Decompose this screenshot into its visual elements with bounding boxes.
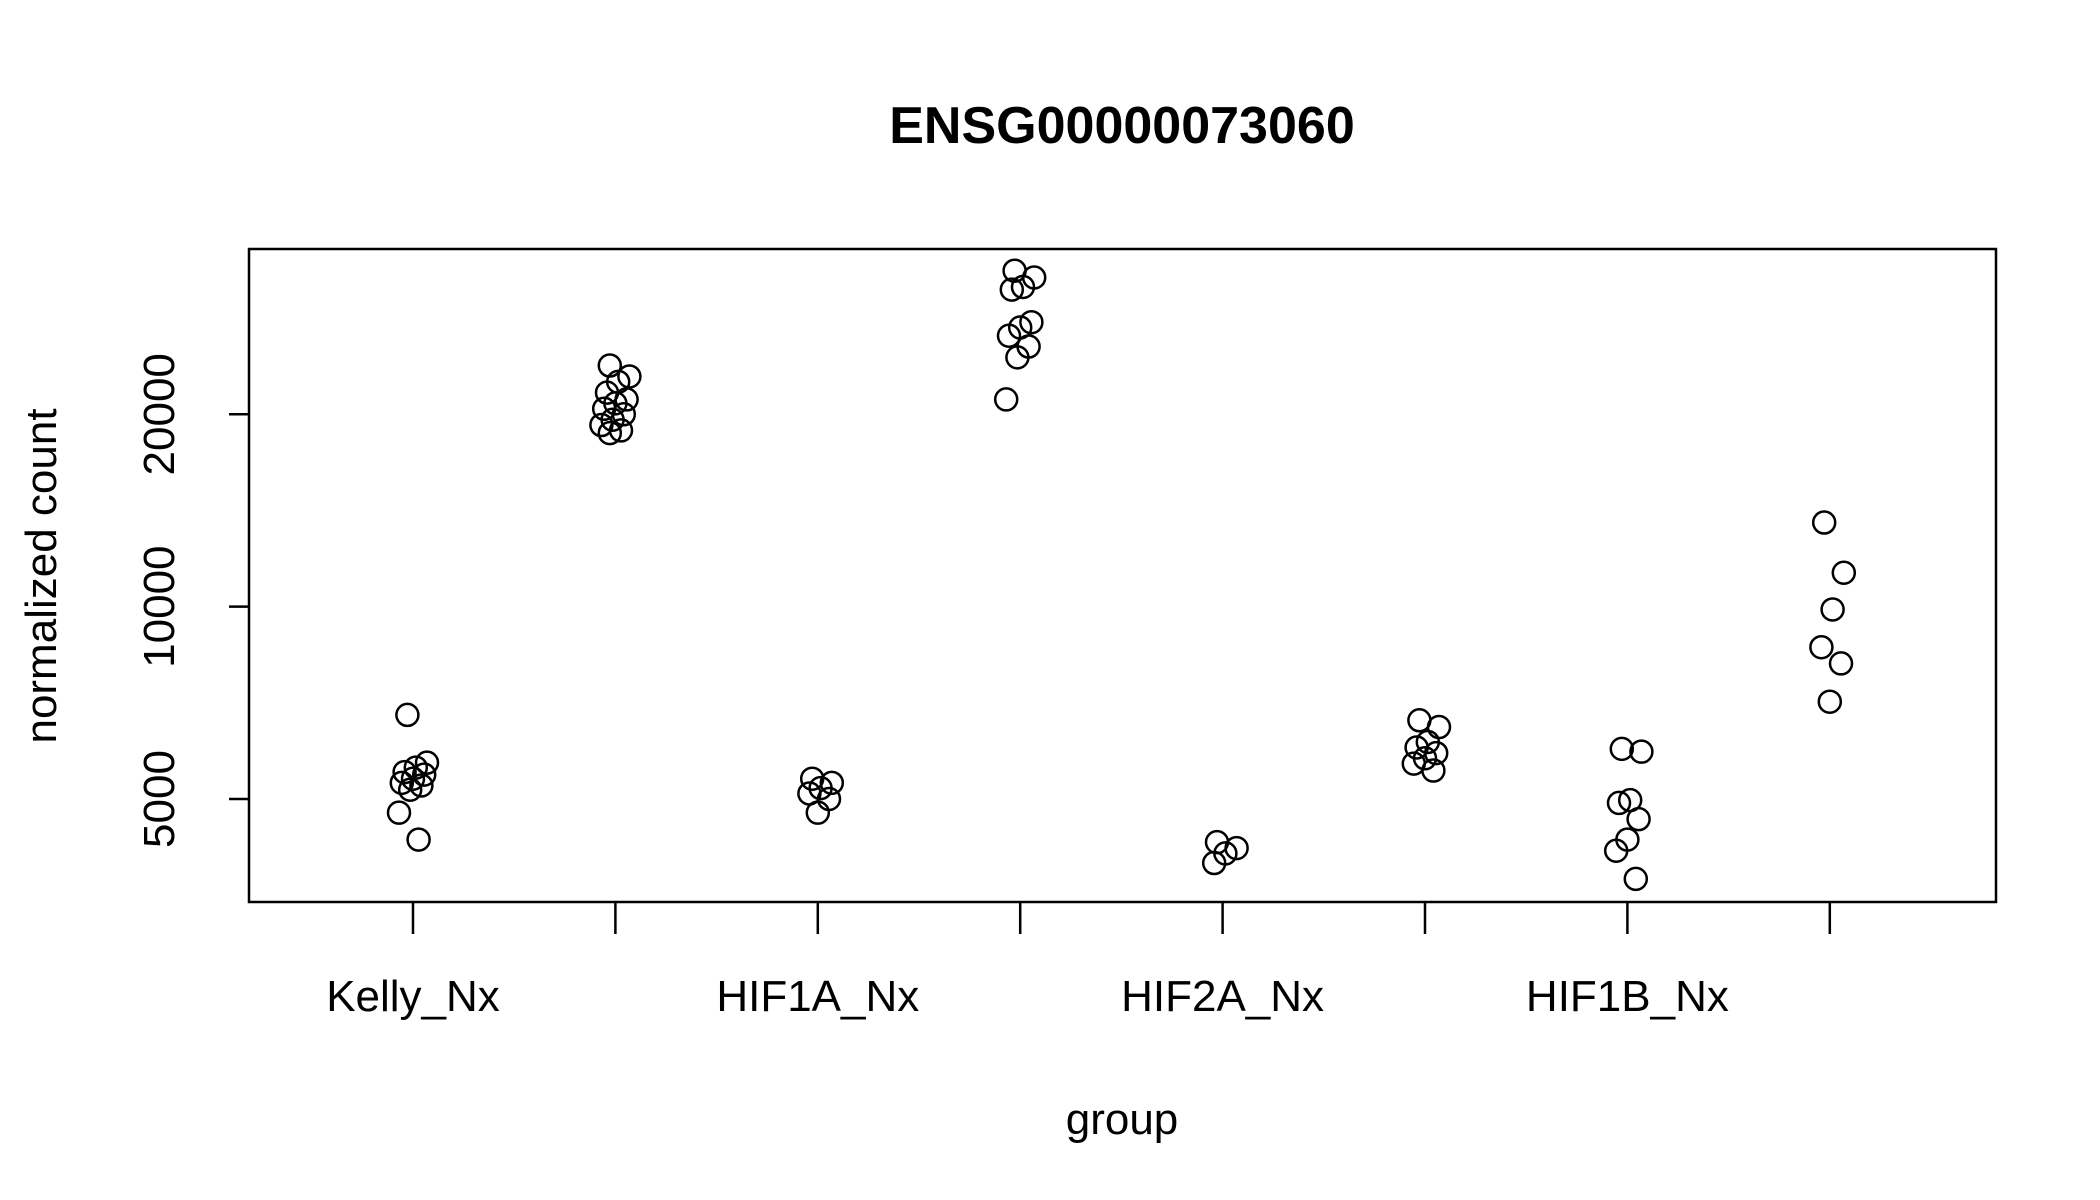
chart-title: ENSG00000073060 xyxy=(889,97,1355,155)
y-tick-label: 5000 xyxy=(135,750,184,848)
point xyxy=(597,420,623,446)
point xyxy=(608,418,634,443)
point xyxy=(1201,850,1227,876)
point xyxy=(395,702,420,728)
point xyxy=(1820,597,1845,622)
point xyxy=(1811,510,1837,535)
point xyxy=(611,402,637,427)
point xyxy=(1623,866,1649,892)
point xyxy=(1606,790,1632,816)
point xyxy=(1423,740,1449,766)
y-axis-label: normalized count xyxy=(17,408,66,743)
point xyxy=(409,773,434,798)
point xyxy=(1603,838,1629,863)
point xyxy=(1010,274,1036,300)
point xyxy=(1831,560,1857,585)
point xyxy=(414,750,440,775)
point xyxy=(819,770,845,796)
y-tick-label: 20000 xyxy=(135,353,184,475)
point xyxy=(1809,634,1834,660)
point xyxy=(1005,345,1030,370)
point xyxy=(1817,689,1843,714)
point xyxy=(1609,736,1635,762)
point xyxy=(392,759,417,785)
point xyxy=(805,800,831,825)
point xyxy=(411,762,437,787)
x-tick-label: HIF1A_Nx xyxy=(716,972,919,1021)
point xyxy=(386,800,412,825)
point xyxy=(993,387,1019,412)
point xyxy=(1828,651,1854,676)
point xyxy=(400,766,426,791)
point xyxy=(1224,835,1249,861)
point xyxy=(617,364,642,389)
point xyxy=(397,777,423,802)
point xyxy=(614,387,639,412)
y-tick-label: 10000 xyxy=(135,545,184,667)
point xyxy=(1421,758,1446,783)
x-axis-label: group xyxy=(1066,1095,1179,1144)
point xyxy=(406,827,431,852)
x-tick-label: HIF1B_Nx xyxy=(1526,972,1729,1021)
point xyxy=(996,323,1022,349)
point xyxy=(1626,806,1651,832)
plot-frame xyxy=(247,247,1998,904)
point xyxy=(1412,746,1438,771)
point xyxy=(389,770,415,796)
x-tick-label: Kelly_Nx xyxy=(326,972,500,1021)
point xyxy=(999,277,1025,302)
point xyxy=(1629,739,1654,764)
x-tick-label: HIF2A_Nx xyxy=(1121,972,1324,1021)
point xyxy=(1019,309,1044,335)
point xyxy=(403,755,429,780)
